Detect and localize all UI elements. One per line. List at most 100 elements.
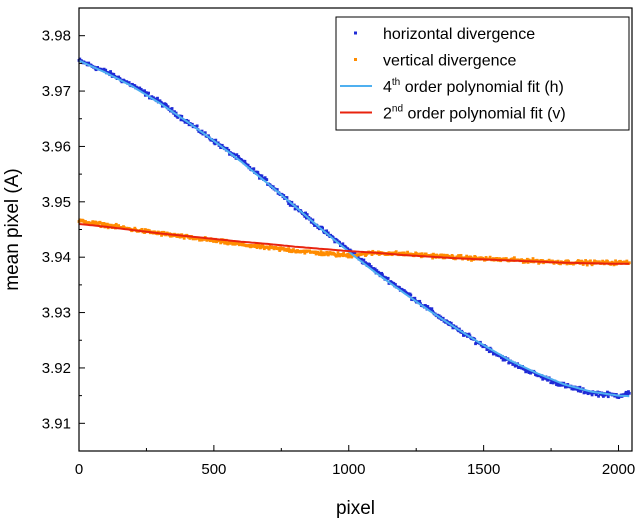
- data-point: [371, 249, 375, 253]
- data-point: [441, 316, 445, 320]
- data-point: [114, 222, 118, 226]
- data-point: [78, 57, 82, 61]
- data-point: [213, 142, 217, 146]
- data-point: [107, 71, 111, 75]
- data-point: [384, 276, 388, 280]
- y-tick-label: 3.94: [42, 249, 71, 266]
- data-point: [335, 238, 339, 242]
- data-point: [418, 299, 422, 303]
- data-point: [356, 254, 360, 258]
- data-point: [556, 259, 560, 263]
- data-point: [321, 226, 324, 230]
- data-point: [346, 247, 350, 251]
- data-point: [584, 259, 588, 262]
- data-point: [586, 392, 590, 396]
- data-point: [282, 247, 286, 251]
- data-point: [214, 138, 218, 142]
- data-point: [331, 236, 335, 239]
- data-point: [488, 255, 492, 259]
- data-point: [521, 261, 525, 264]
- data-point: [585, 263, 589, 267]
- data-point: [254, 170, 257, 174]
- data-point: [552, 261, 556, 265]
- data-point: [292, 248, 295, 251]
- data-point: [525, 257, 529, 261]
- legend-item: horizontal divergence: [354, 26, 535, 43]
- series-line-0: [78, 59, 630, 398]
- data-point: [478, 256, 481, 260]
- data-point: [402, 251, 406, 255]
- data-point: [321, 251, 325, 255]
- data-point: [398, 286, 401, 289]
- data-point: [104, 68, 108, 72]
- data-point: [504, 257, 508, 260]
- data-point: [524, 370, 528, 374]
- data-point: [254, 245, 257, 249]
- data-point: [512, 256, 516, 260]
- data-point: [382, 275, 386, 279]
- data-point: [564, 259, 568, 263]
- x-tick-label: 2000: [602, 461, 635, 478]
- data-point: [440, 254, 444, 258]
- data-point: [597, 260, 601, 264]
- y-axis-title: mean pixel (A): [2, 168, 23, 291]
- data-point: [405, 252, 409, 256]
- data-point: [241, 159, 245, 163]
- data-point: [143, 231, 146, 234]
- data-point: [546, 377, 550, 381]
- series-scatter-1: [77, 218, 631, 267]
- data-point: [252, 167, 256, 171]
- data-point: [263, 176, 267, 180]
- series-line-1: [78, 223, 630, 265]
- data-point: [377, 250, 380, 254]
- y-tick-label: 3.96: [42, 138, 71, 155]
- data-point: [589, 259, 592, 263]
- data-point: [429, 309, 433, 312]
- data-point: [243, 159, 247, 163]
- data-point: [256, 245, 260, 248]
- data-point: [420, 252, 424, 256]
- data-point: [225, 146, 229, 150]
- legend-marker: [354, 58, 357, 61]
- data-point: [97, 222, 100, 226]
- plot-marks: [77, 57, 631, 400]
- data-point: [302, 249, 306, 253]
- data-point: [224, 240, 227, 244]
- data-point: [258, 244, 261, 248]
- data-point: [627, 391, 631, 395]
- legend-item: 2nd order polynomial fit (v): [340, 104, 566, 123]
- data-point: [287, 247, 291, 251]
- data-point: [235, 153, 239, 157]
- data-point: [267, 247, 271, 251]
- data-point: [469, 255, 473, 259]
- legend-marker: [354, 31, 357, 35]
- legend-label: 2nd order polynomial fit (v): [383, 104, 566, 123]
- data-point: [287, 202, 291, 205]
- data-point: [282, 194, 286, 197]
- data-point: [256, 171, 260, 174]
- data-point: [220, 240, 224, 244]
- data-point: [474, 342, 477, 346]
- legend-label: 4th order polynomial fit (h): [383, 77, 564, 96]
- data-point: [513, 364, 517, 368]
- data-point: [277, 247, 281, 251]
- data-point: [102, 67, 106, 71]
- data-point: [406, 292, 410, 296]
- data-point: [326, 231, 330, 235]
- data-point: [606, 395, 610, 399]
- data-point: [208, 239, 212, 243]
- data-point: [625, 391, 629, 395]
- data-point: [430, 307, 434, 311]
- data-point: [165, 103, 168, 107]
- data-point: [249, 245, 252, 249]
- data-point: [160, 101, 163, 105]
- data-point: [537, 261, 541, 265]
- data-point: [161, 102, 165, 106]
- data-point: [501, 358, 505, 362]
- data-point: [326, 251, 329, 255]
- data-point: [606, 390, 609, 394]
- data-point: [96, 66, 100, 69]
- legend-label: horizontal divergence: [383, 26, 535, 43]
- data-point: [160, 104, 164, 108]
- data-point: [576, 389, 580, 393]
